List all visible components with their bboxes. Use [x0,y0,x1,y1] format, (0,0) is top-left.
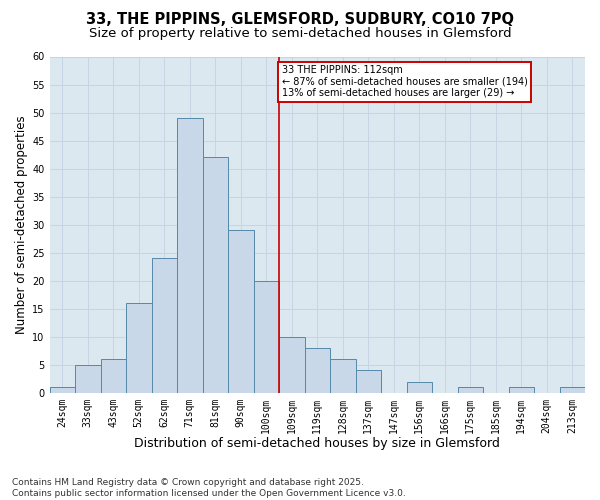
Bar [101,359,126,392]
Bar [356,370,381,392]
Bar [509,387,534,392]
Text: 33, THE PIPPINS, GLEMSFORD, SUDBURY, CO10 7PQ: 33, THE PIPPINS, GLEMSFORD, SUDBURY, CO1… [86,12,514,28]
Text: 33 THE PIPPINS: 112sqm
← 87% of semi-detached houses are smaller (194)
13% of se: 33 THE PIPPINS: 112sqm ← 87% of semi-det… [281,65,527,98]
Bar [407,382,432,392]
Bar [228,230,254,392]
Bar [305,348,330,393]
Bar [203,158,228,392]
Bar [50,387,75,392]
Bar [177,118,203,392]
Bar [458,387,483,392]
Bar [152,258,177,392]
Text: Contains HM Land Registry data © Crown copyright and database right 2025.
Contai: Contains HM Land Registry data © Crown c… [12,478,406,498]
Bar [279,336,305,392]
Bar [126,303,152,392]
Bar [330,359,356,392]
Text: Size of property relative to semi-detached houses in Glemsford: Size of property relative to semi-detach… [89,28,511,40]
Bar [254,280,279,392]
Y-axis label: Number of semi-detached properties: Number of semi-detached properties [15,116,28,334]
Bar [560,387,585,392]
Bar [75,364,101,392]
X-axis label: Distribution of semi-detached houses by size in Glemsford: Distribution of semi-detached houses by … [134,437,500,450]
